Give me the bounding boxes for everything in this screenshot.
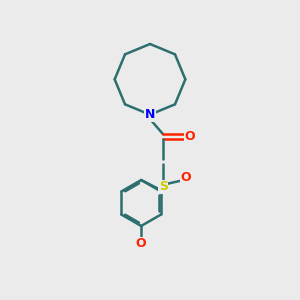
Text: N: N bbox=[145, 108, 155, 121]
Text: O: O bbox=[136, 237, 146, 250]
Text: O: O bbox=[181, 171, 191, 184]
Text: O: O bbox=[184, 130, 195, 143]
Text: S: S bbox=[159, 180, 168, 193]
